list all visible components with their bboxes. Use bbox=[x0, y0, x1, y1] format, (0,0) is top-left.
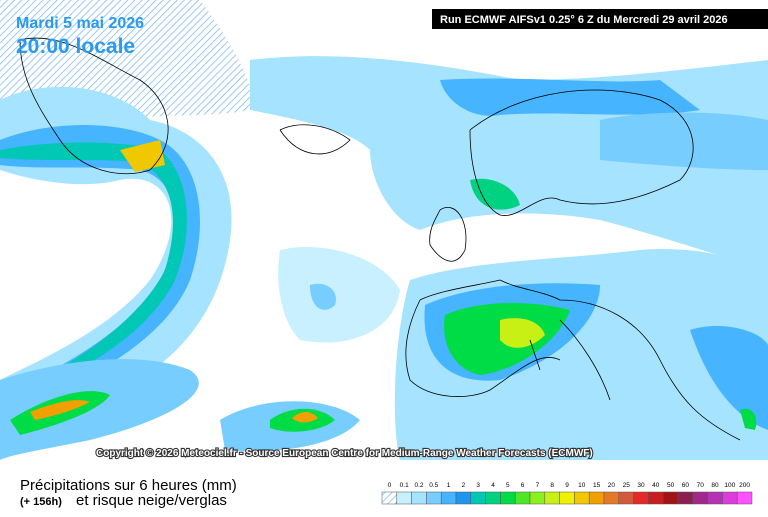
legend-label: 0 bbox=[388, 482, 392, 489]
legend-label: 70 bbox=[697, 482, 705, 489]
legend-swatch bbox=[544, 491, 560, 505]
legend-label: 60 bbox=[682, 482, 690, 489]
legend-label: 4 bbox=[491, 482, 495, 489]
legend-swatch bbox=[692, 491, 708, 505]
legend-swatch bbox=[677, 491, 694, 505]
legend-label: 8 bbox=[550, 482, 554, 489]
legend-label: 5 bbox=[506, 482, 510, 489]
legend-swatch bbox=[381, 491, 398, 505]
legend-swatch bbox=[736, 491, 753, 505]
legend-label: 100 bbox=[724, 482, 735, 489]
legend-label: 0.2 bbox=[414, 482, 423, 489]
run-banner bbox=[432, 9, 768, 29]
legend-swatch bbox=[440, 491, 457, 505]
legend-swatch bbox=[559, 491, 575, 505]
legend-label: 1 bbox=[447, 482, 451, 489]
legend-swatch bbox=[707, 491, 723, 505]
legend-swatch bbox=[396, 491, 412, 505]
legend-label: 20 bbox=[608, 482, 616, 489]
legend-label: 30 bbox=[637, 482, 645, 489]
legend-label: 40 bbox=[652, 482, 660, 489]
footer-subtitle: et risque neige/verglas bbox=[76, 492, 227, 509]
legend-label: 15 bbox=[593, 482, 601, 489]
legend-swatch bbox=[588, 491, 605, 505]
precipitation bbox=[0, 0, 768, 460]
legend-swatch bbox=[648, 491, 664, 505]
legend-label: 50 bbox=[667, 482, 675, 489]
legend-swatch bbox=[500, 491, 516, 505]
legend-swatch bbox=[722, 491, 738, 505]
legend-swatch bbox=[485, 491, 501, 505]
legend-label: 2 bbox=[462, 482, 466, 489]
legend-label: 7 bbox=[536, 482, 540, 489]
legend-swatch bbox=[662, 491, 679, 505]
legend-swatch bbox=[470, 491, 486, 505]
legend-label: 0.5 bbox=[429, 482, 438, 489]
legend-label: 10 bbox=[578, 482, 586, 489]
legend-label: 9 bbox=[565, 482, 569, 489]
legend-label: 3 bbox=[476, 482, 480, 489]
legend-label: 0.1 bbox=[400, 482, 409, 489]
forecast-time: 20:00 locale bbox=[16, 35, 135, 58]
legend-swatch bbox=[603, 491, 620, 505]
legend-label: 80 bbox=[711, 482, 719, 489]
legend-label: 200 bbox=[739, 482, 750, 489]
legend-swatch bbox=[514, 491, 531, 505]
legend-swatch bbox=[426, 491, 442, 505]
legend-label: 6 bbox=[521, 482, 525, 489]
coastlines bbox=[19, 37, 741, 441]
legend-swatch bbox=[455, 491, 472, 505]
legend-label: 25 bbox=[623, 482, 631, 489]
legend-swatch bbox=[411, 491, 427, 505]
legend: 0 0.1 0.2 0.5 1 2 3 4 5 6 7 8 9 10 15 20 25 30 40 50 60 70 80 1… bbox=[381, 482, 753, 505]
legend-swatch bbox=[633, 491, 649, 505]
footer-title: Précipitations sur 6 heures (mm) bbox=[20, 477, 237, 494]
legend-swatch bbox=[618, 491, 634, 505]
legend-swatch bbox=[529, 491, 546, 505]
run-info: Run ECMWF AIFSv1 0.25° 6 Z du Mercredi 2… bbox=[440, 14, 728, 26]
copyright: Copyright © 2026 Meteociel.fr - Source E… bbox=[96, 448, 593, 459]
legend-swatch bbox=[574, 491, 590, 505]
forecast-date: Mardi 5 mai 2026 bbox=[16, 15, 144, 32]
footer-lead: (+ 156h) bbox=[20, 496, 62, 508]
